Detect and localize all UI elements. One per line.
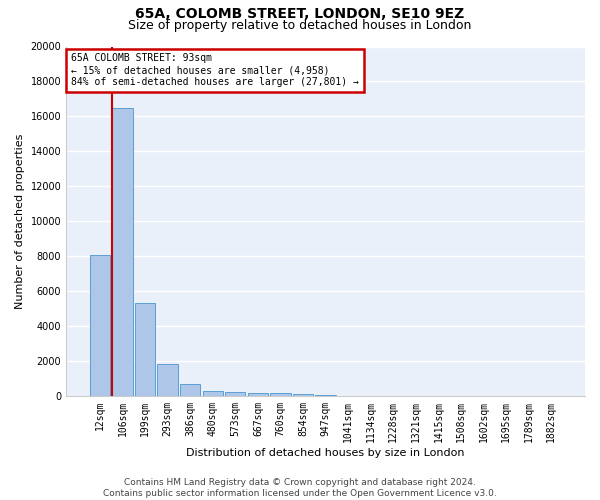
Bar [248,392,268,396]
Bar [90,256,110,396]
X-axis label: Distribution of detached houses by size in London: Distribution of detached houses by size … [187,448,465,458]
Text: 65A COLOMB STREET: 93sqm
← 15% of detached houses are smaller (4,958)
84% of sem: 65A COLOMB STREET: 93sqm ← 15% of detach… [71,54,359,86]
Bar [293,394,313,396]
Bar [203,391,223,396]
Text: Size of property relative to detached houses in London: Size of property relative to detached ho… [128,18,472,32]
Y-axis label: Number of detached properties: Number of detached properties [15,134,25,309]
Text: 65A, COLOMB STREET, LONDON, SE10 9EZ: 65A, COLOMB STREET, LONDON, SE10 9EZ [136,8,464,22]
Bar [316,395,336,396]
Bar [225,392,245,396]
Bar [135,304,155,396]
Bar [180,384,200,396]
Text: Contains HM Land Registry data © Crown copyright and database right 2024.
Contai: Contains HM Land Registry data © Crown c… [103,478,497,498]
Bar [112,108,133,396]
Bar [270,393,290,396]
Bar [157,364,178,396]
